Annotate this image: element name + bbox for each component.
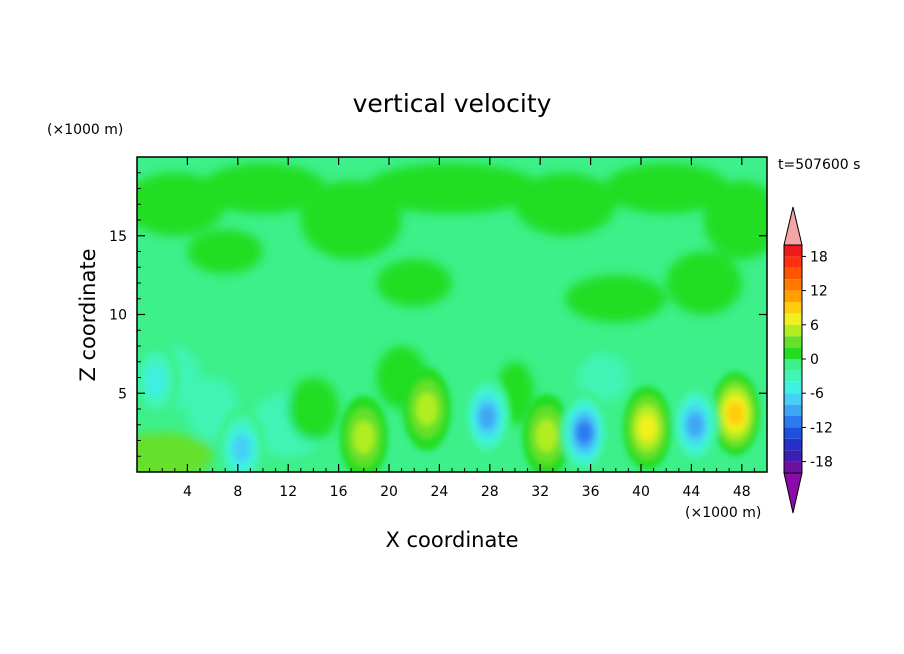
field-patch bbox=[704, 180, 767, 260]
x-tick-label: 28 bbox=[481, 484, 499, 500]
field-patch bbox=[137, 432, 213, 472]
chart-title: vertical velocity bbox=[353, 89, 552, 118]
x-tick-label: 36 bbox=[582, 484, 600, 500]
field-patch bbox=[578, 353, 629, 402]
colorbar-band bbox=[784, 324, 802, 337]
colorbar-band bbox=[784, 245, 802, 257]
colorbar-band bbox=[784, 427, 802, 439]
field-feature bbox=[416, 392, 438, 426]
field-feature bbox=[727, 402, 744, 426]
x-axis-label: X coordinate bbox=[385, 528, 518, 552]
x-tick-label: 24 bbox=[430, 484, 448, 500]
colorbar-band bbox=[784, 347, 802, 359]
field-feature bbox=[353, 420, 375, 454]
colorbar-band bbox=[784, 359, 802, 371]
field-patch bbox=[565, 275, 667, 323]
colorbar-tick-label: -12 bbox=[810, 420, 833, 436]
y-tick-label: 15 bbox=[109, 229, 127, 245]
colorbar: 18 12 6 0 -6 -12 -18 bbox=[783, 206, 833, 514]
colorbar-band bbox=[784, 416, 802, 428]
heatmap-field bbox=[137, 157, 767, 472]
colorbar-band bbox=[784, 370, 802, 382]
field-patch bbox=[376, 259, 453, 307]
colorbar-band bbox=[784, 381, 802, 394]
time-label: t=507600 s bbox=[778, 157, 860, 173]
colorbar-band bbox=[784, 450, 802, 462]
colorbar-band bbox=[784, 290, 802, 302]
colorbar-tick-label: 6 bbox=[810, 318, 819, 334]
colorbar-over-arrow bbox=[783, 206, 803, 246]
x-tick-label: 12 bbox=[279, 484, 297, 500]
colorbar-band bbox=[784, 461, 802, 473]
x-tick-label: 16 bbox=[330, 484, 348, 500]
colorbar-band bbox=[784, 393, 802, 405]
x-tick-label: 40 bbox=[632, 484, 650, 500]
y-tick-label: 10 bbox=[109, 308, 127, 324]
colorbar-tick-label: -6 bbox=[810, 386, 824, 402]
colorbar-tick-label: 0 bbox=[810, 352, 819, 368]
x-tick-label: 48 bbox=[733, 484, 751, 500]
field-feature bbox=[479, 405, 496, 429]
colorbar-band bbox=[784, 336, 802, 348]
x-tick-label: 32 bbox=[531, 484, 549, 500]
colorbar-tick-label: 12 bbox=[810, 284, 828, 300]
field-patch bbox=[363, 163, 541, 214]
field-patch bbox=[603, 163, 730, 214]
field-feature bbox=[576, 422, 592, 443]
field-feature bbox=[232, 434, 251, 462]
field-patch bbox=[288, 377, 339, 441]
field-patch bbox=[200, 163, 326, 214]
y-axis-label: Z coordinate bbox=[76, 248, 100, 381]
y-axis-unit: (×1000 m) bbox=[47, 122, 123, 138]
colorbar-band bbox=[784, 279, 802, 291]
colorbar-band bbox=[784, 313, 802, 325]
x-tick-label: 44 bbox=[682, 484, 700, 500]
colorbar-band bbox=[784, 404, 802, 416]
colorbar-band bbox=[784, 267, 802, 280]
field-feature bbox=[638, 414, 657, 442]
field-feature bbox=[145, 364, 167, 398]
x-tick-label: 20 bbox=[380, 484, 398, 500]
field-patch bbox=[515, 172, 616, 236]
colorbar-band bbox=[784, 256, 802, 268]
x-axis-unit: (×1000 m) bbox=[685, 505, 761, 521]
x-tick-label: 8 bbox=[233, 484, 242, 500]
y-tick-label: 5 bbox=[118, 386, 127, 402]
field-patch bbox=[666, 251, 742, 315]
field-patch bbox=[187, 229, 263, 274]
field-feature bbox=[535, 419, 558, 453]
field-feature bbox=[687, 413, 704, 437]
colorbar-tick-label: 18 bbox=[810, 249, 828, 265]
colorbar-band bbox=[784, 302, 802, 314]
x-tick-label: 4 bbox=[183, 484, 192, 500]
colorbar-under-arrow bbox=[783, 472, 803, 514]
colorbar-band bbox=[784, 438, 802, 451]
colorbar-tick-label: -18 bbox=[810, 455, 833, 471]
